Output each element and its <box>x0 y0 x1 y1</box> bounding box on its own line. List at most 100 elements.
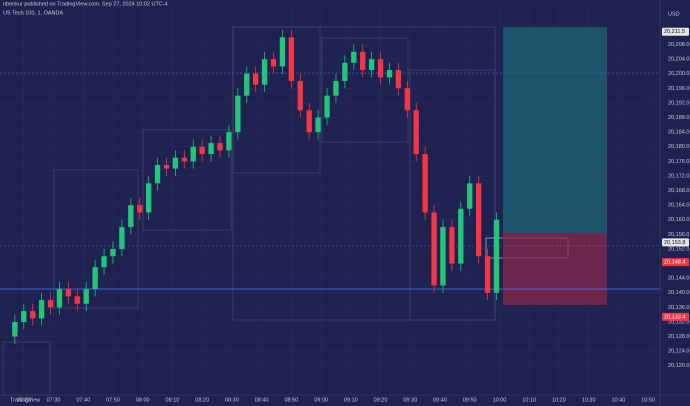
candle-body <box>342 62 348 82</box>
x-tick-label: 10:40 <box>611 397 625 403</box>
x-tick-label: 08:50 <box>284 397 298 403</box>
candle-body <box>449 227 455 264</box>
y-tick-label: 20,140.0 <box>668 290 689 296</box>
profit-zone <box>503 27 607 233</box>
price-label: 20,148.4 <box>664 260 685 266</box>
candle-body <box>368 59 375 71</box>
x-tick-label: 07:50 <box>106 397 120 403</box>
candle-body <box>181 157 188 162</box>
candle-body <box>413 110 419 155</box>
x-tick-label: 08:00 <box>136 397 150 403</box>
candle-body <box>279 37 286 67</box>
candle-body <box>56 289 63 308</box>
y-tick-label: 20,196.0 <box>668 86 689 92</box>
candle-body <box>163 164 170 169</box>
candle-body <box>217 143 223 151</box>
candle-body <box>154 164 161 184</box>
candle-body <box>422 154 428 213</box>
x-tick-label: 09:30 <box>403 397 417 403</box>
subtitle: nbenkur published on TradingView.com, Se… <box>3 1 168 7</box>
candle-body <box>252 73 259 85</box>
y-tick-label: 20,164.0 <box>668 203 689 209</box>
candle-body <box>145 183 152 213</box>
candle-body <box>119 227 125 249</box>
y-tick-label: 20,144.0 <box>668 276 689 282</box>
candle-body <box>261 59 268 85</box>
price-label: 20,211.5 <box>664 29 685 35</box>
candle-body <box>324 95 330 118</box>
candle-body <box>226 132 232 151</box>
x-tick-label: 10:00 <box>493 397 507 403</box>
y-tick-label: 20,192.0 <box>668 100 689 106</box>
x-tick-label: 08:10 <box>166 397 180 403</box>
candle-body <box>493 219 500 293</box>
currency: USD <box>668 11 680 17</box>
candle-body <box>101 256 107 268</box>
candle-body <box>440 227 446 286</box>
y-tick-label: 20,184.0 <box>668 130 689 136</box>
candle-body <box>395 70 402 89</box>
y-tick-label: 20,136.0 <box>668 305 689 311</box>
x-tick-label: 09:10 <box>344 397 358 403</box>
candle-body <box>351 51 357 63</box>
candle-body <box>110 248 116 257</box>
candle-body <box>137 205 143 213</box>
candle-body <box>190 146 196 162</box>
x-tick-label: 07:40 <box>76 397 90 403</box>
candle-body <box>386 70 393 78</box>
x-tick-label: 09:00 <box>314 397 328 403</box>
price-label-bg <box>662 238 689 247</box>
candle-body <box>244 73 250 96</box>
candle-body <box>12 321 18 337</box>
y-tick-label: 20,176.0 <box>668 159 689 165</box>
candle-body <box>30 311 36 319</box>
y-tick-label: 20,156.0 <box>668 232 689 238</box>
x-tick-label: 10:50 <box>641 397 655 403</box>
candle-body <box>458 208 464 264</box>
y-tick-label: 20,128.0 <box>668 334 689 340</box>
candle-body <box>83 289 89 304</box>
candle-body <box>377 59 384 78</box>
y-tick-label: 20,208.0 <box>668 42 689 48</box>
candle-body <box>484 256 491 293</box>
y-tick-label: 20,180.0 <box>668 144 689 150</box>
price-label: 20,153.8 <box>664 240 685 246</box>
candle-body <box>92 267 98 290</box>
candle-body <box>65 289 72 297</box>
y-tick-label: 20,120.0 <box>668 363 689 369</box>
candle-body <box>431 212 437 286</box>
y-tick-label: 20,160.0 <box>668 217 689 223</box>
x-tick-label: 08:30 <box>225 397 239 403</box>
candle-body <box>38 300 45 319</box>
candle-body <box>128 205 134 228</box>
x-tick-label: 08:20 <box>195 397 209 403</box>
candle-body <box>288 37 295 82</box>
price-label-bg <box>662 27 689 36</box>
candle-body <box>47 300 54 308</box>
candle-body <box>333 81 339 96</box>
loss-zone <box>503 233 607 305</box>
y-tick-label: 20,200.0 <box>668 71 689 77</box>
candle-body <box>21 311 27 322</box>
x-tick-label: 10:10 <box>522 397 536 403</box>
candle-body <box>475 183 482 257</box>
y-tick-label: 20,124.0 <box>668 349 689 355</box>
x-tick-label: 10:20 <box>552 397 566 403</box>
price-label: 20,133.4 <box>664 314 685 320</box>
price-label-bg <box>662 258 689 267</box>
drawings <box>2 26 569 396</box>
candle-body <box>315 117 321 133</box>
x-tick-label: 07:20 <box>17 397 31 403</box>
candle-body <box>404 88 410 111</box>
candle-body <box>360 51 366 71</box>
y-tick-label: 20,132.0 <box>668 319 689 325</box>
x-tick-label: 09:50 <box>463 397 477 403</box>
brand: TradingView <box>10 397 40 403</box>
candle-body <box>199 146 205 155</box>
y-tick-label: 20,152.0 <box>668 246 689 252</box>
candle-body <box>297 81 303 111</box>
candle-body <box>467 183 473 209</box>
chart-title: US Tech 100, 1, OANDA <box>3 10 63 16</box>
candle-body <box>172 157 179 169</box>
